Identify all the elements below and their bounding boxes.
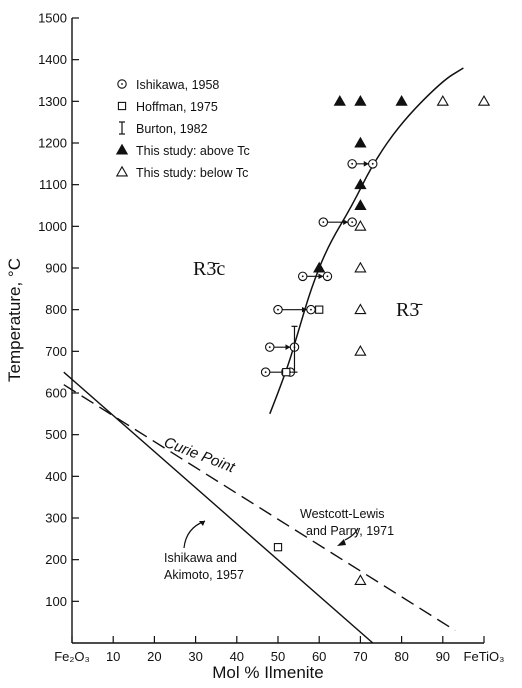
- y-axis-title: Temperature, °C: [5, 258, 24, 382]
- tie-arrow: [343, 219, 349, 225]
- x-tick-label: 70: [353, 649, 367, 664]
- y-tick-label: 300: [45, 511, 67, 526]
- tie-arrow: [318, 273, 324, 280]
- legend-marker-circle-dot: [121, 83, 123, 85]
- pointer-westcott-head: [337, 539, 346, 546]
- legend-marker-square: [117, 101, 127, 111]
- legend-label: Burton, 1982: [136, 122, 208, 136]
- y-tick-label: 1200: [38, 136, 67, 151]
- x-tick-label: 60: [312, 649, 326, 664]
- point-below-tc: [354, 303, 367, 315]
- y-tick-label: 200: [45, 552, 67, 567]
- legend-label: This study: below Tc: [136, 166, 248, 180]
- ishikawa-1958-point-dot: [264, 371, 267, 374]
- y-tick-label: 1400: [38, 52, 67, 67]
- order-disorder-boundary: [269, 67, 464, 415]
- legend-marker-triangle-filled: [115, 143, 129, 155]
- y-tick-label: 1100: [39, 177, 67, 192]
- ishikawa-1958-point-dot: [351, 221, 354, 224]
- point-below-tc: [354, 345, 367, 356]
- point-below-tc: [354, 261, 367, 273]
- ishikawa-akimoto-label: Ishikawa and: [164, 551, 237, 565]
- legend-label: Hoffman, 1975: [136, 100, 218, 114]
- ishikawa-tie-lines: [269, 161, 369, 375]
- westcott-lewis-label: Westcott-Lewis: [300, 507, 385, 521]
- x-tick-label: Fe₂O₃: [54, 649, 90, 664]
- point-above-tc: [333, 95, 346, 106]
- y-tick-label: 500: [45, 427, 67, 442]
- point-hoffman-1975: [282, 368, 291, 377]
- tie-arrow: [285, 344, 291, 350]
- data-markers: [260, 95, 491, 585]
- tick-labels: 100 200 300 400 500 600 700 800 900 1000 1100 1200 1…: [38, 11, 504, 665]
- x-tick-label: 10: [106, 649, 120, 664]
- point-below-tc: [354, 220, 367, 231]
- legend-label: Ishikawa, 1958: [136, 78, 219, 92]
- phase-label-disordered: R3̄c: [193, 258, 225, 280]
- ishikawa-1958-point-dot: [268, 346, 271, 349]
- y-tick-label: 100: [45, 594, 67, 609]
- y-tick-label: 1500: [38, 11, 67, 26]
- ishikawa-1958-point-dot: [277, 308, 279, 311]
- x-tick-label: 20: [147, 649, 161, 664]
- point-hoffman-1975: [315, 305, 324, 314]
- curie-line-ishikawa-akimoto: [63, 371, 374, 644]
- point-below-tc: [477, 95, 491, 106]
- ishikawa-akimoto-label: Akimoto, 1957: [164, 568, 244, 582]
- y-tick-label: 400: [45, 469, 67, 484]
- phase-label-ordered: R3̄: [396, 299, 423, 321]
- x-axis-title: Mol % Ilmenite: [212, 663, 323, 682]
- x-tick-label: 40: [230, 649, 244, 664]
- y-tick-label: 1000: [38, 219, 67, 234]
- y-tick-label: 700: [45, 344, 67, 359]
- y-tick-label: 800: [45, 302, 67, 317]
- point-above-tc: [395, 95, 408, 106]
- ishikawa-1958-point-dot: [326, 275, 329, 278]
- tie-arrow: [363, 161, 369, 167]
- point-above-tc: [313, 261, 326, 273]
- ishikawa-1958-point-dot: [310, 308, 312, 311]
- point-above-tc: [354, 136, 367, 148]
- y-tick-label: 900: [45, 261, 67, 276]
- point-below-tc: [354, 574, 367, 585]
- y-tick-label: 600: [45, 386, 67, 401]
- x-tick-label: 90: [436, 649, 450, 664]
- ishikawa-1958-point-dot: [301, 275, 304, 278]
- point-below-tc: [436, 95, 449, 106]
- x-tick-label: 50: [271, 649, 285, 664]
- ishikawa-1958-point-dot: [322, 221, 325, 224]
- pointer-ishikawa-head: [199, 521, 205, 526]
- x-tick-label: 80: [394, 649, 408, 664]
- x-tick-label: FeTiO₃: [464, 649, 505, 664]
- westcott-lewis-label: and Parry, 1971: [306, 524, 394, 538]
- x-tick-label: 30: [188, 649, 202, 664]
- ishikawa-1958-point-dot: [351, 162, 354, 165]
- point-above-tc: [354, 199, 367, 210]
- pointer-ishikawa: [183, 520, 206, 549]
- point-hoffman-1975: [273, 543, 283, 552]
- legend: Ishikawa, 1958 Hoffman, 1975 Burton, 1982 T…: [115, 78, 250, 180]
- legend-label: This study: above Tc: [136, 144, 250, 158]
- pointer-westcott: [344, 527, 359, 541]
- y-tick-label: 1300: [38, 94, 67, 109]
- tick-marks: [71, 17, 485, 643]
- point-above-tc: [354, 95, 367, 106]
- tie-arrow: [301, 306, 307, 313]
- curie-line-westcott-lewis: [63, 384, 456, 632]
- ishikawa-1958-point-dot: [371, 162, 374, 165]
- point-above-tc: [354, 178, 367, 190]
- legend-marker-triangle-open: [115, 165, 129, 177]
